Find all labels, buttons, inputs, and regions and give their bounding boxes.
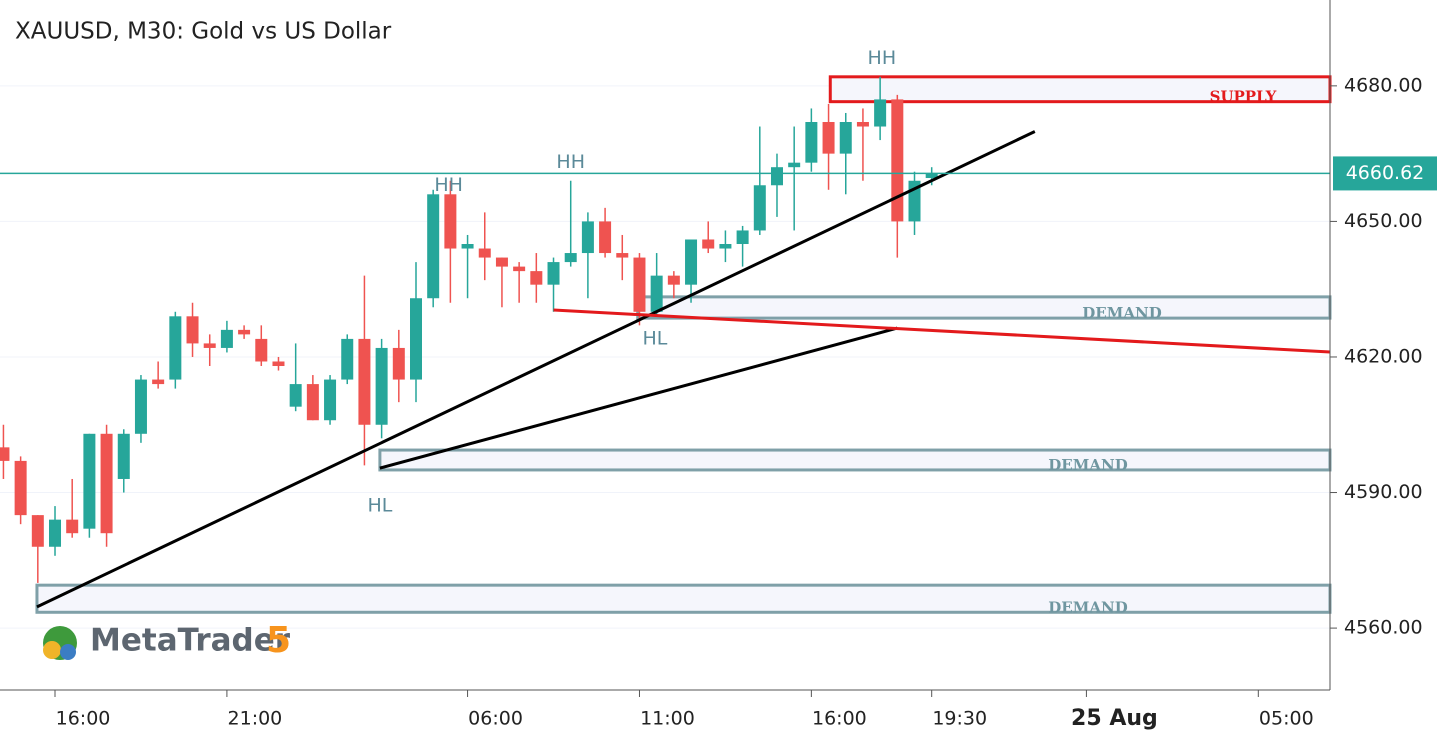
x-tick-label: 11:00 [640, 708, 695, 730]
candle-body [220, 329, 233, 348]
candle-body [375, 347, 388, 425]
x-tick-label: 05:00 [1259, 708, 1314, 730]
y-tick-label: 4680.00 [1344, 74, 1423, 96]
candle-body [925, 173, 938, 179]
logo-icon [43, 641, 61, 659]
annotation: HL [643, 327, 668, 349]
zone-label: DEMAND [1048, 598, 1127, 616]
candle-body [444, 194, 457, 249]
candle-body [702, 239, 715, 249]
candle-body [805, 122, 818, 163]
candle-body [547, 262, 560, 285]
x-tick-label: 16:00 [812, 708, 867, 730]
candle-body [616, 253, 629, 258]
candle-body [289, 384, 302, 407]
candle-body [83, 433, 96, 529]
plot-area: SUPPLY DEMAND DEMAND DEMAND HH HH HH HL HL [0, 47, 1332, 629]
zone-label: DEMAND [1048, 456, 1127, 474]
candle-body [650, 275, 663, 312]
zone [378, 448, 1332, 472]
candle-body [891, 99, 904, 222]
trend-line [379, 326, 898, 470]
candle-body [238, 329, 251, 335]
candle-body [341, 338, 354, 380]
candle-body [513, 266, 526, 272]
candle-body [495, 257, 508, 267]
candle-body [186, 316, 199, 344]
candle-body [152, 379, 165, 385]
logo-name: MetaTrader [90, 623, 291, 659]
y-tick-label: 4620.00 [1344, 345, 1423, 367]
x-tick-label: 16:00 [56, 708, 111, 730]
zone [636, 295, 1332, 320]
candle-body [0, 447, 10, 461]
zone [35, 583, 1332, 614]
candle-body [685, 239, 698, 285]
candle-body [874, 99, 887, 127]
x-tick-label: 06:00 [468, 708, 523, 730]
zone-label: DEMAND [1082, 304, 1161, 322]
candle-body [255, 338, 268, 362]
logo: MetaTrader 5 [43, 620, 291, 661]
candle-body [306, 384, 319, 421]
candle-body [788, 162, 801, 168]
candle-body [203, 343, 216, 348]
candle-body [117, 433, 130, 479]
candle-body [753, 185, 766, 231]
candle-body [530, 271, 543, 285]
candle-body [409, 298, 422, 380]
candle-body [633, 257, 646, 312]
candle-body [478, 248, 491, 258]
annotation: HH [434, 174, 463, 196]
candle-body [564, 253, 577, 263]
candle-body [461, 244, 474, 249]
zone-label: SUPPLY [1210, 88, 1277, 106]
logo-version: 5 [266, 620, 291, 661]
annotation: HH [868, 47, 897, 69]
candle-body [324, 379, 337, 421]
x-tick-label: 21:00 [228, 708, 283, 730]
candle-body [100, 433, 113, 534]
candle-body [134, 379, 147, 434]
y-tick-label: 4560.00 [1344, 617, 1423, 639]
candle-body [822, 122, 835, 154]
candle-body [599, 221, 612, 254]
x-tick-label: 19:30 [932, 708, 987, 730]
trend-line [553, 308, 1331, 354]
candle-body [49, 519, 62, 547]
y-tick-label: 4650.00 [1344, 210, 1423, 232]
candle-body [581, 221, 594, 254]
y-tick-label: 4590.00 [1344, 481, 1423, 503]
candle-body [14, 460, 27, 516]
candle-body [667, 275, 680, 285]
annotation: HH [556, 151, 585, 173]
candle-body [169, 316, 182, 380]
candle-body [736, 230, 749, 245]
last-price-box [1333, 156, 1437, 191]
chart-title: XAUUSD, M30: Gold vs US Dollar [15, 19, 392, 45]
candle-body [31, 515, 44, 547]
candle-body [770, 167, 783, 186]
candle-body [66, 519, 79, 534]
x-tick-label: 25 Aug [1071, 706, 1158, 731]
annotation: HL [367, 495, 392, 517]
last-price-label: 4660.62 [1346, 162, 1425, 184]
candle-body [856, 122, 869, 127]
candle-body [392, 347, 405, 380]
zone [828, 75, 1332, 104]
candle-body [358, 338, 371, 425]
candle-body [427, 194, 440, 299]
logo-icon [60, 644, 76, 660]
candle-body [719, 244, 732, 249]
candle-body [272, 361, 285, 367]
candle-body [839, 122, 852, 154]
trend-line [36, 130, 1036, 609]
